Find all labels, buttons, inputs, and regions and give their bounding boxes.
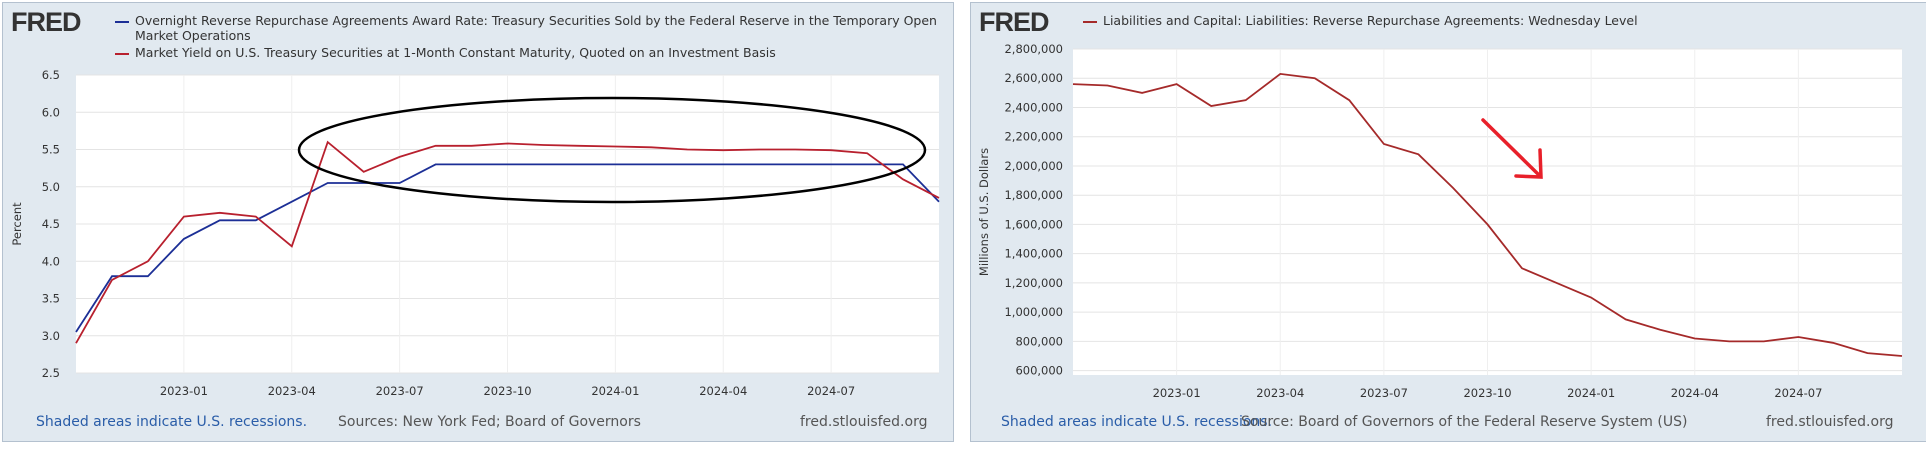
y-tick-label: 800,000 xyxy=(1015,334,1063,348)
site-link[interactable]: fred.stlouisfed.org xyxy=(800,414,928,430)
y-tick-label: 1,000,000 xyxy=(1004,305,1063,319)
x-tick-label: 2024-07 xyxy=(1774,386,1822,400)
x-tick-label: 2023-01 xyxy=(1153,386,1201,400)
legend-entry: Market Yield on U.S. Treasury Securities… xyxy=(115,45,975,60)
y-tick-label: 1,200,000 xyxy=(1004,276,1063,290)
x-tick-label: 2023-10 xyxy=(1463,386,1511,400)
y-tick-label: 2,400,000 xyxy=(1004,100,1063,114)
x-tick-label: 2023-10 xyxy=(483,384,531,398)
annotation-arrow xyxy=(1481,118,1543,179)
x-tick-label: 2023-04 xyxy=(268,384,316,398)
y-tick-label: 2,600,000 xyxy=(1004,71,1063,85)
x-tick-label: 2023-04 xyxy=(1256,386,1304,400)
x-tick-label: 2023-07 xyxy=(1360,386,1408,400)
x-tick-label: 2024-04 xyxy=(699,384,747,398)
x-tick-label: 2024-07 xyxy=(807,384,855,398)
y-tick-label: 6.5 xyxy=(42,68,60,82)
y-tick-label: 1,600,000 xyxy=(1004,217,1063,231)
y-tick-label: 2.5 xyxy=(42,366,60,380)
data-line xyxy=(75,163,940,333)
y-tick-label: 3.5 xyxy=(42,292,60,306)
y-tick-label: 3.0 xyxy=(42,329,60,343)
y-tick-label: 4.0 xyxy=(42,254,60,268)
recession-note[interactable]: Shaded areas indicate U.S. recessions. xyxy=(36,414,308,430)
y-tick-label: 600,000 xyxy=(1015,364,1063,378)
y-tick-label: 1,400,000 xyxy=(1004,247,1063,261)
fred-logo: FRED xyxy=(979,7,1049,37)
x-tick-label: 2024-01 xyxy=(591,384,639,398)
annotation-ellipse xyxy=(297,96,927,204)
y-tick-label: 2,000,000 xyxy=(1004,159,1063,173)
legend-label: Overnight Reverse Repurchase Agreements … xyxy=(135,13,937,43)
y-tick-label: 4.5 xyxy=(42,217,60,231)
data-line xyxy=(1072,72,1903,357)
legend-entry: Liabilities and Capital: Liabilities: Re… xyxy=(1083,13,1926,28)
legend-entry: Overnight Reverse Repurchase Agreements … xyxy=(115,13,975,43)
y-tick-label: 1,800,000 xyxy=(1004,188,1063,202)
legend-label: Market Yield on U.S. Treasury Securities… xyxy=(135,45,776,60)
y-tick-label: 6.0 xyxy=(42,105,60,119)
legend: Liabilities and Capital: Liabilities: Re… xyxy=(1083,13,1926,30)
site-link[interactable]: fred.stlouisfed.org xyxy=(1766,414,1894,430)
legend: Overnight Reverse Repurchase Agreements … xyxy=(115,13,975,62)
y-axis-label: Millions of U.S. Dollars xyxy=(977,148,991,276)
fred-logo: FRED xyxy=(11,7,81,37)
y-axis-label: Percent xyxy=(10,202,24,246)
y-tick-label: 2,200,000 xyxy=(1004,130,1063,144)
legend-swatch xyxy=(1083,21,1097,23)
source: Sources: New York Fed; Board of Governor… xyxy=(338,414,641,430)
x-tick-label: 2023-07 xyxy=(376,384,424,398)
legend-swatch xyxy=(115,21,129,23)
data-line xyxy=(75,140,940,344)
recession-note[interactable]: Shaded areas indicate U.S. recessions. xyxy=(1001,414,1273,430)
legend-swatch xyxy=(115,53,129,55)
x-tick-label: 2023-01 xyxy=(160,384,208,398)
x-tick-label: 2024-04 xyxy=(1671,386,1719,400)
y-tick-label: 2,800,000 xyxy=(1004,42,1063,56)
y-tick-label: 5.5 xyxy=(42,143,60,157)
legend-label: Liabilities and Capital: Liabilities: Re… xyxy=(1103,13,1638,28)
y-tick-label: 5.0 xyxy=(42,180,60,194)
source: Source: Board of Governors of the Federa… xyxy=(1241,414,1688,430)
x-tick-label: 2024-01 xyxy=(1567,386,1615,400)
